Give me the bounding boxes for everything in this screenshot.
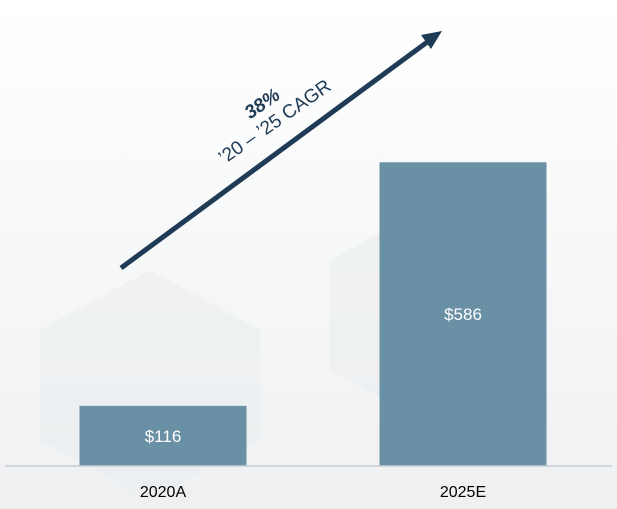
- category-label-2020a: 2020A: [140, 484, 187, 501]
- bar-2025e: [379, 162, 547, 467]
- cagr-arrow: [119, 31, 442, 271]
- category-label-2025e: 2025E: [440, 484, 486, 501]
- category-labels: 2020A 2025E: [140, 484, 486, 501]
- cagr-arrow-shaft: [119, 37, 432, 271]
- data-label-2020a: $116: [145, 427, 182, 446]
- bars-layer: $116 $586: [79, 162, 547, 467]
- bar-2020a: [79, 405, 247, 466]
- data-label-2025e: $586: [444, 305, 482, 324]
- cagr-annotation: 38% ’20 – ’25 CAGR: [215, 76, 335, 169]
- cagr-arrow-head: [421, 31, 442, 49]
